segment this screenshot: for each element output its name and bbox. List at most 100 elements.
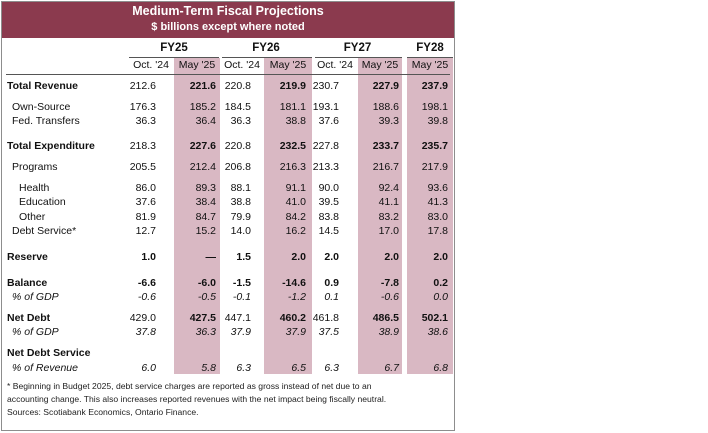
footnote-line-2: accounting change. This also increases r… — [7, 394, 387, 404]
table-row: Own-Source 176.3 185.2 184.5 181.1 193.1 188.6… — [2, 100, 454, 114]
table-cell: 461.8 — [312, 312, 339, 324]
table-cell: 181.1 — [279, 101, 306, 113]
footnote-line-3: Sources: Scotiabank Economics, Ontario F… — [7, 407, 199, 417]
table-row: Education 37.6 38.4 38.8 41.0 39.5 41.1 41.3 — [2, 195, 454, 209]
col-header-fy25-oct: Oct. '24 — [133, 59, 169, 71]
table-cell: 36.3 — [135, 115, 156, 127]
footnote: * Beginning in Budget 2025, debt service… — [7, 380, 447, 419]
footnote-line-1: * Beginning in Budget 2025, debt service… — [7, 381, 372, 391]
shade-fy27-may — [358, 58, 402, 374]
table-cell: 6.7 — [384, 362, 399, 374]
table-cell: 232.5 — [279, 140, 306, 152]
col-header-fy25-may: May '25 — [178, 59, 216, 71]
table-cell: 212.4 — [189, 161, 216, 173]
row-label: Education — [19, 196, 66, 208]
table-cell: -0.6 — [137, 291, 156, 303]
table-cell: -0.1 — [232, 291, 251, 303]
row-label: Health — [19, 182, 50, 194]
table-cell: 230.7 — [312, 80, 339, 92]
fy-header-fy27: FY27 — [343, 42, 372, 54]
col-header-fy28-may: May '25 — [411, 59, 449, 71]
table-row: Balance -6.6 -6.0 -1.5 -14.6 0.9 -7.8 0.2 — [2, 276, 454, 290]
table-cell: 84.7 — [195, 211, 216, 223]
fy26-underline — [222, 57, 312, 58]
row-label: Other — [19, 211, 46, 223]
table-cell: 221.6 — [189, 80, 216, 92]
table-cell: 37.5 — [318, 326, 339, 338]
row-label: % of GDP — [12, 326, 59, 338]
table-cell: 198.1 — [421, 101, 448, 113]
header-divider — [6, 74, 450, 75]
table-cell: 219.9 — [279, 80, 306, 92]
row-label: Debt Service* — [12, 225, 77, 237]
table-cell: 39.5 — [318, 196, 339, 208]
table-row: Health 86.0 89.3 88.1 91.1 90.0 92.4 93.6 — [2, 181, 454, 195]
table-cell: 206.8 — [224, 161, 251, 173]
row-label: Net Debt Service — [7, 347, 91, 359]
table-cell: 17.0 — [378, 225, 399, 237]
table-row: Total Revenue 212.6 221.6 220.8 219.9 230.7 22… — [2, 79, 454, 93]
table-cell: 227.6 — [189, 140, 216, 152]
fy28-underline — [407, 57, 453, 58]
table-cell: 83.2 — [378, 211, 399, 223]
table-cell: 83.0 — [427, 211, 448, 223]
row-label: % of GDP — [12, 291, 59, 303]
table-cell: 213.3 — [312, 161, 339, 173]
table-cell: 460.2 — [279, 312, 306, 324]
table-cell: 37.9 — [230, 326, 251, 338]
table-row: % of GDP 37.8 36.3 37.9 37.9 37.5 38.9 38.6 — [2, 325, 454, 339]
table-cell: 486.5 — [372, 312, 399, 324]
table-cell: -6.6 — [137, 277, 156, 289]
table-cell: 84.2 — [285, 211, 306, 223]
fy-header-fy25: FY25 — [160, 42, 188, 54]
table-cell: 2.0 — [324, 251, 339, 263]
table-cell: 185.2 — [189, 101, 216, 113]
table-cell: -14.6 — [282, 277, 306, 289]
table-cell: — — [205, 251, 217, 263]
table-cell: 0.0 — [433, 291, 448, 303]
table-row: % of GDP -0.6 -0.5 -0.1 -1.2 0.1 -0.6 0.0 — [2, 290, 454, 304]
table-cell: 0.2 — [433, 277, 448, 289]
table-cell: 38.9 — [378, 326, 399, 338]
col-header-fy27-may: May '25 — [361, 59, 399, 71]
row-label: Reserve — [7, 251, 48, 263]
table-cell: 212.6 — [129, 80, 156, 92]
table-cell: 37.8 — [135, 326, 156, 338]
table-cell: 2.0 — [291, 251, 306, 263]
table-cell: -6.0 — [197, 277, 216, 289]
table-cell: -1.2 — [287, 291, 306, 303]
fy25-underline — [129, 57, 219, 58]
table-cell: 16.2 — [285, 225, 306, 237]
table-cell: 0.9 — [324, 277, 339, 289]
table-cell: 427.5 — [189, 312, 216, 324]
table-cell: 2.0 — [433, 251, 448, 263]
row-label: Balance — [7, 277, 48, 289]
table-cell: 6.3 — [324, 362, 339, 374]
table-cell: 36.3 — [230, 115, 251, 127]
table-subtitle: $ billions except where noted — [151, 21, 305, 33]
row-label: Total Expenditure — [7, 140, 95, 152]
table-cell: 79.9 — [230, 211, 251, 223]
table-cell: 39.3 — [378, 115, 399, 127]
table-cell: 14.5 — [318, 225, 339, 237]
table-cell: 41.0 — [285, 196, 306, 208]
table-cell: 15.2 — [195, 225, 216, 237]
table-row: Other 81.9 84.7 79.9 84.2 83.8 83.2 83.0 — [2, 210, 454, 224]
table-cell: 233.7 — [372, 140, 399, 152]
fiscal-projections-table: Medium-Term Fiscal Projections $ billion… — [1, 1, 455, 431]
table-cell: 91.1 — [285, 182, 306, 194]
table-cell: 429.0 — [129, 312, 156, 324]
table-cell: -0.6 — [380, 291, 399, 303]
fy-header-fy26: FY26 — [252, 42, 280, 54]
shade-fy25-may — [174, 58, 220, 374]
table-cell: 188.6 — [372, 101, 399, 113]
table-cell: 14.0 — [230, 225, 251, 237]
table-row: Total Expenditure 218.3 227.6 220.8 232.5 227… — [2, 139, 454, 153]
table-header: Medium-Term Fiscal Projections $ billion… — [2, 2, 454, 38]
table-cell: 1.0 — [141, 251, 156, 263]
table-cell: 220.8 — [224, 140, 251, 152]
col-header-fy27-oct: Oct. '24 — [317, 59, 353, 71]
fy-header-fy28: FY28 — [416, 42, 444, 54]
table-cell: -0.5 — [197, 291, 216, 303]
table-cell: 36.4 — [195, 115, 216, 127]
